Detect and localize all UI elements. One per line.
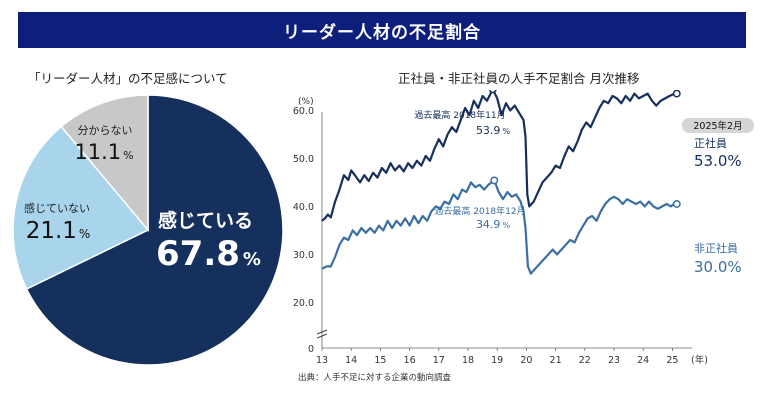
axis-break-mark	[316, 329, 328, 339]
y-tick-label: 30.0	[293, 250, 314, 261]
pie-label-yes-value: 67.8%	[156, 234, 261, 274]
end-marker-regular	[672, 90, 681, 98]
x-tick-label: 19	[491, 355, 503, 366]
x-tick-label: 18	[462, 355, 474, 366]
chart-banner-title: リーダー人材の不足割合	[18, 12, 746, 48]
pie-chart: 分からない 11.1% 感じていない 21.1% 感じている 67.8%	[12, 94, 284, 366]
date-badge-bg	[682, 118, 754, 133]
series-line-nonregular	[321, 179, 677, 275]
pie-label-unknown: 分からない 11.1%	[74, 124, 133, 164]
y-axis-unit: (%)	[298, 97, 314, 107]
x-tick-label: 16	[404, 355, 416, 366]
y-tick-label: 0	[308, 344, 314, 355]
pie-slice-yes	[25, 94, 284, 366]
series-line-regular	[321, 90, 678, 222]
pie-chart-title: 「リーダー人材」の不足感について	[28, 71, 228, 86]
x-tick-label: 20	[520, 355, 532, 366]
series-end-value-regular: 53.0%	[694, 152, 742, 170]
x-tick-label: 24	[637, 355, 649, 366]
x-tick-label: 14	[345, 355, 357, 366]
pie-label-no-name: 感じていない	[24, 202, 90, 215]
x-tick-label: 22	[579, 355, 591, 366]
y-tick-label: 50.0	[293, 154, 314, 165]
source-note: 出典：人手不足に対する企業の動向調査	[298, 372, 452, 383]
peak-value-regular: 53.9%	[476, 124, 511, 137]
pie-label-no-value: 21.1%	[26, 218, 91, 244]
x-tick-label: 17	[433, 355, 445, 366]
line-chart: (%) 0 20.0 30.0 40.0 50.0 60.0 13 14 15 16 1…	[293, 90, 754, 383]
series-name-nonregular: 非正社員	[694, 241, 738, 255]
pie-label-yes: 感じている 67.8%	[156, 209, 261, 274]
series-end-value-nonregular: 30.0%	[694, 258, 742, 276]
y-tick-label: 40.0	[293, 202, 314, 213]
pie-label-unknown-name: 分からない	[78, 124, 133, 137]
pie-label-no: 感じていない 21.1%	[24, 202, 90, 244]
pie-slice-no	[12, 125, 150, 291]
end-marker-nonregular	[672, 200, 681, 208]
line-chart-title: 正社員・非正社員の人手不足割合 月次推移	[398, 71, 640, 86]
peak-label-nonregular: 過去最高 2018年12月	[434, 205, 525, 217]
peak-marker-nonregular	[490, 176, 499, 185]
peak-label-regular: 過去最高 2018年11月	[414, 109, 505, 121]
series-name-regular: 正社員	[694, 136, 727, 150]
y-tick-label: 20.0	[293, 298, 314, 309]
x-tick-label: 13	[316, 355, 328, 366]
peak-value-nonregular: 34.9%	[476, 218, 511, 231]
pie-label-yes-name: 感じている	[158, 209, 253, 232]
pie-slice-unknown	[60, 94, 149, 233]
x-axis-unit: (年)	[691, 354, 708, 366]
x-tick-label: 15	[374, 355, 386, 366]
x-tick-label: 21	[550, 355, 562, 366]
x-tick-label: 23	[608, 355, 620, 366]
x-tick-label: 25	[666, 355, 678, 366]
peak-marker-regular	[488, 90, 497, 94]
pie-label-unknown-value: 11.1%	[74, 140, 133, 164]
y-tick-label: 60.0	[293, 106, 314, 117]
date-badge: 2025年2月	[693, 120, 742, 132]
